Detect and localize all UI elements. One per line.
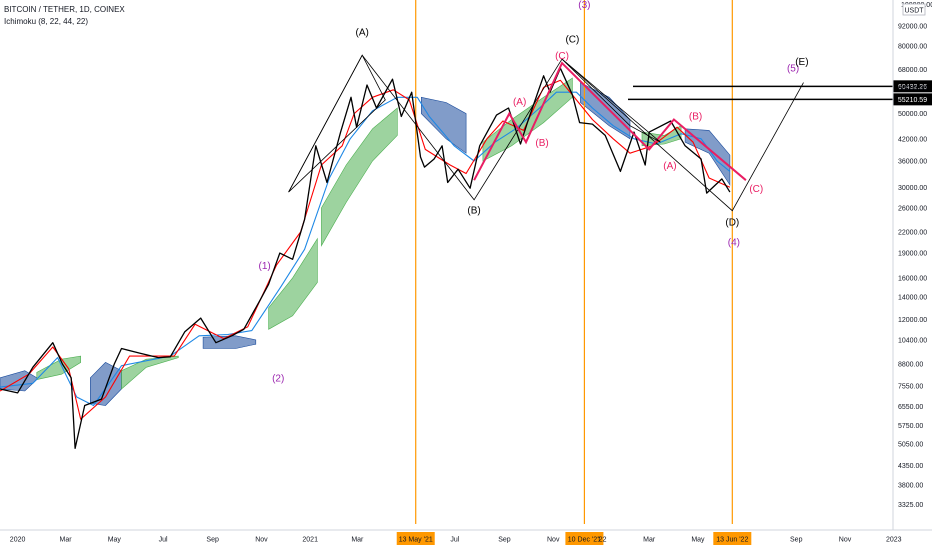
event-date-label: 13 May '21 <box>399 537 433 544</box>
ichimoku-cloud <box>0 77 731 406</box>
x-tick-label: Sep <box>790 537 803 544</box>
wave-label: (C) <box>565 34 579 45</box>
x-tick-label: May <box>691 537 705 544</box>
y-tick-label: 4350.00 <box>898 463 923 470</box>
x-tick-label: '22 <box>597 537 606 544</box>
y-tick-label: 19000.00 <box>898 251 927 258</box>
x-tick-label: Mar <box>60 537 73 544</box>
y-tick-label: 22000.00 <box>898 229 927 236</box>
currency-badge <box>902 3 926 16</box>
x-tick-label: Mar <box>643 537 656 544</box>
y-tick-label: 6550.00 <box>898 404 923 411</box>
y-tick-label: 8800.00 <box>898 362 923 369</box>
wave-label: (D) <box>725 218 739 229</box>
wave-label: (A) <box>355 27 368 38</box>
x-tick-label: Nov <box>255 537 268 544</box>
wave-label: (3) <box>578 0 590 11</box>
y-tick-label: 14000.00 <box>898 295 927 302</box>
event-date-box <box>565 532 604 545</box>
cloud-bear <box>202 335 257 349</box>
wave-label: (4) <box>728 238 740 249</box>
cloud-bull <box>321 107 398 247</box>
y-tick-label: 42000.00 <box>898 136 927 143</box>
event-date-box <box>713 532 752 545</box>
y-tick-label: 16000.00 <box>898 275 927 282</box>
kijun-line <box>0 91 731 407</box>
wave-label: (C) <box>749 184 763 195</box>
y-tick-label: 12000.00 <box>898 317 927 324</box>
pink-wave-path <box>473 61 747 181</box>
x-tick-label: 2020 <box>10 537 26 544</box>
time-axis: 2020 Mar May Jul Sep Nov 2021 Mar Jul Sep Nov '22 Ma… <box>0 529 932 544</box>
triangle-shape <box>561 58 661 143</box>
y-tick-label: 80000.00 <box>898 43 927 50</box>
wave-label: (C) <box>555 51 569 62</box>
cloud-bear <box>684 128 731 186</box>
price-level-box <box>893 93 932 106</box>
wave-label: (2) <box>272 373 284 384</box>
x-tick-label: Nov <box>839 537 852 544</box>
y-tick-label: 7550.00 <box>898 384 923 391</box>
event-date-label: 10 Dec '21 <box>568 537 601 544</box>
cloud-bear <box>420 96 467 154</box>
x-tick-label: Sep <box>498 537 511 544</box>
wave-label: (B) <box>535 138 548 149</box>
price-axis: 92000.00 80000.00 68000.00 60000.00 50000.00… <box>892 0 932 530</box>
y-tick-label: 92000.00 <box>898 23 927 30</box>
y-tick-label: 5050.00 <box>898 442 923 449</box>
cloud-bear <box>580 82 631 140</box>
wave-label: (1) <box>259 261 271 272</box>
y-tick-label: 26000.00 <box>898 205 927 212</box>
x-tick-label: 2021 <box>302 537 318 544</box>
price-level-box <box>893 80 932 93</box>
x-tick-label: Mar <box>351 537 364 544</box>
x-tick-label: Jul <box>450 537 459 544</box>
wave-drawings <box>288 54 804 212</box>
symbol-title: BITCOIN / TETHER, 1D, COINEX <box>4 5 125 14</box>
event-date-box <box>396 532 435 545</box>
price-level-label: 55210.59 <box>898 97 927 104</box>
wave-label: (B) <box>467 206 480 217</box>
x-tick-label: Jul <box>159 537 168 544</box>
y-tick-label: 30000.00 <box>898 185 927 192</box>
x-tick-label: 2023 <box>886 537 902 544</box>
cloud-bull <box>121 355 179 390</box>
x-tick-label: Sep <box>206 537 219 544</box>
wave-label: (B) <box>689 112 702 123</box>
wave-labels: (1) (2) (3) (4) (5) (A) (B) (C) (D) (E) (A) (B) (C) (… <box>259 0 809 384</box>
y-tick-label: 36000.00 <box>898 158 927 165</box>
price-level-label: 60432.26 <box>898 84 927 91</box>
event-date-label: 13 Jun '22 <box>716 537 748 544</box>
currency-label: USDT <box>904 8 924 15</box>
black-wave-path <box>288 54 804 212</box>
y-tick-label: 5750.00 <box>898 423 923 430</box>
x-tick-label: Nov <box>547 537 560 544</box>
y-tick-label: 68000.00 <box>898 67 927 74</box>
tenkan-line <box>0 79 731 420</box>
cloud-bull <box>482 77 573 162</box>
y-tick-label: 60000.00 <box>898 85 927 92</box>
indicator-title: Ichimoku (8, 22, 44, 22) <box>4 17 89 26</box>
wave-label: (E) <box>795 57 808 68</box>
event-lines: 13 May '21 10 Dec '21 13 Jun '22 <box>396 0 752 545</box>
y-tick-label: 10400.00 <box>898 337 927 344</box>
cloud-bear <box>90 362 122 406</box>
triangle-shape <box>288 54 386 193</box>
y-tick-label: 3800.00 <box>898 483 923 490</box>
y-tick-label: 3325.00 <box>898 502 923 509</box>
x-tick-label: May <box>108 537 122 544</box>
wave-label: (A) <box>663 161 676 172</box>
cloud-bull <box>268 237 318 330</box>
price-line <box>0 67 731 450</box>
wave-label: (A) <box>513 97 526 108</box>
y-tick-label: 50000.00 <box>898 111 927 118</box>
wave-label: (5) <box>787 63 799 74</box>
price-series <box>0 67 731 450</box>
price-level-lines: 60432.26 55210.59 <box>628 80 932 106</box>
